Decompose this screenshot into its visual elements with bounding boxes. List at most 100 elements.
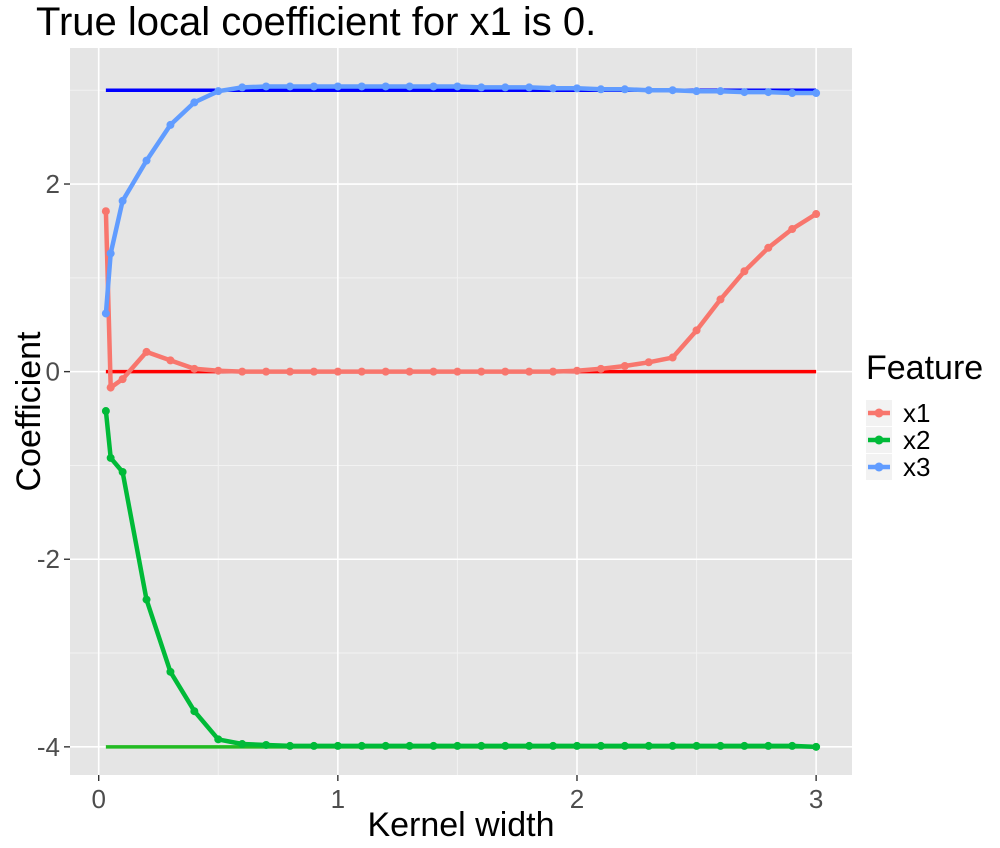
data-point-x3 xyxy=(572,84,581,93)
data-point-x1 xyxy=(405,367,414,376)
data-point-x1 xyxy=(453,367,462,376)
data-point-x1 xyxy=(477,367,486,376)
data-point-x3 xyxy=(716,87,725,96)
data-point-x1 xyxy=(166,356,175,365)
data-point-x1 xyxy=(190,364,199,373)
data-point-x2 xyxy=(549,741,558,750)
data-point-x2 xyxy=(429,741,438,750)
data-point-x3 xyxy=(101,309,110,318)
data-point-x2 xyxy=(262,740,271,749)
data-point-x2 xyxy=(596,741,605,750)
data-point-x3 xyxy=(381,82,390,91)
x-tick-label: 0 xyxy=(91,784,105,814)
data-point-x2 xyxy=(214,735,223,744)
data-point-x2 xyxy=(764,741,773,750)
series-line-x1 xyxy=(103,208,819,390)
y-tick-label: 0 xyxy=(46,357,60,387)
legend-point-x3 xyxy=(874,462,884,472)
data-point-x2 xyxy=(309,741,318,750)
data-point-x1 xyxy=(381,367,390,376)
data-point-x3 xyxy=(118,196,127,205)
data-point-x1 xyxy=(238,367,247,376)
data-point-x2 xyxy=(620,741,629,750)
data-point-x3 xyxy=(190,98,199,107)
data-point-x3 xyxy=(262,82,271,91)
y-axis-title: Coefficient xyxy=(10,331,48,492)
y-tick-label: -2 xyxy=(37,544,60,574)
data-point-x3 xyxy=(668,86,677,95)
data-point-x2 xyxy=(286,741,295,750)
legend-point-x1 xyxy=(874,408,884,418)
data-point-x3 xyxy=(405,82,414,91)
data-point-x3 xyxy=(692,87,701,96)
data-point-x1 xyxy=(764,243,773,252)
data-point-x1 xyxy=(118,375,127,384)
data-point-x1 xyxy=(668,353,677,362)
data-point-x1 xyxy=(101,207,110,216)
data-point-x1 xyxy=(740,267,749,276)
data-point-x3 xyxy=(740,88,749,97)
data-point-x1 xyxy=(214,366,223,375)
data-point-x3 xyxy=(477,83,486,92)
data-point-x3 xyxy=(309,82,318,91)
data-point-x1 xyxy=(692,326,701,335)
data-point-x3 xyxy=(620,85,629,94)
data-point-x1 xyxy=(812,210,821,219)
data-point-x2 xyxy=(644,741,653,750)
data-point-x3 xyxy=(764,88,773,97)
data-point-x1 xyxy=(429,367,438,376)
data-point-x1 xyxy=(572,366,581,375)
data-point-x2 xyxy=(740,741,749,750)
data-point-x1 xyxy=(262,367,271,376)
data-point-x1 xyxy=(620,362,629,371)
data-point-x2 xyxy=(812,742,821,751)
x-axis: 0 1 2 3 xyxy=(91,775,823,814)
data-point-x1 xyxy=(309,367,318,376)
data-point-x3 xyxy=(453,82,462,91)
data-point-x3 xyxy=(142,156,151,165)
data-point-x2 xyxy=(101,407,110,416)
x-tick-label: 1 xyxy=(331,784,345,814)
data-point-x3 xyxy=(429,82,438,91)
data-point-x1 xyxy=(788,225,797,234)
data-point-x3 xyxy=(333,82,342,91)
data-point-x2 xyxy=(238,740,247,749)
data-point-x3 xyxy=(788,89,797,98)
x-axis-title: Kernel width xyxy=(367,806,554,844)
data-point-x1 xyxy=(333,367,342,376)
data-point-x3 xyxy=(238,83,247,92)
data-point-x3 xyxy=(644,86,653,95)
data-point-x3 xyxy=(106,249,115,258)
x-tick-label: 2 xyxy=(570,784,584,814)
data-point-x1 xyxy=(549,367,558,376)
data-point-x2 xyxy=(166,667,175,676)
data-point-x3 xyxy=(214,87,223,96)
data-point-x2 xyxy=(190,707,199,716)
data-point-x3 xyxy=(357,82,366,91)
data-point-x1 xyxy=(106,383,115,392)
data-point-x2 xyxy=(525,741,534,750)
data-point-x3 xyxy=(525,83,534,92)
data-point-x2 xyxy=(716,741,725,750)
legend-label-x2: x2 xyxy=(903,425,930,455)
chart-title: True local coefficient for x1 is 0. xyxy=(36,0,596,44)
plot-panel xyxy=(70,48,852,775)
series-points xyxy=(101,82,821,751)
data-point-x2 xyxy=(788,741,797,750)
data-point-x3 xyxy=(501,83,510,92)
legend-point-x2 xyxy=(874,435,884,445)
data-point-x3 xyxy=(549,84,558,93)
data-point-x2 xyxy=(142,595,151,604)
data-point-x2 xyxy=(453,741,462,750)
y-axis: -4 -2 0 2 xyxy=(37,169,70,762)
y-tick-label: 2 xyxy=(46,169,60,199)
data-point-x2 xyxy=(572,741,581,750)
data-point-x2 xyxy=(668,741,677,750)
data-point-x2 xyxy=(118,468,127,477)
legend-label-x3: x3 xyxy=(903,452,930,482)
data-point-x3 xyxy=(286,82,295,91)
data-point-x2 xyxy=(501,741,510,750)
data-point-x2 xyxy=(381,741,390,750)
